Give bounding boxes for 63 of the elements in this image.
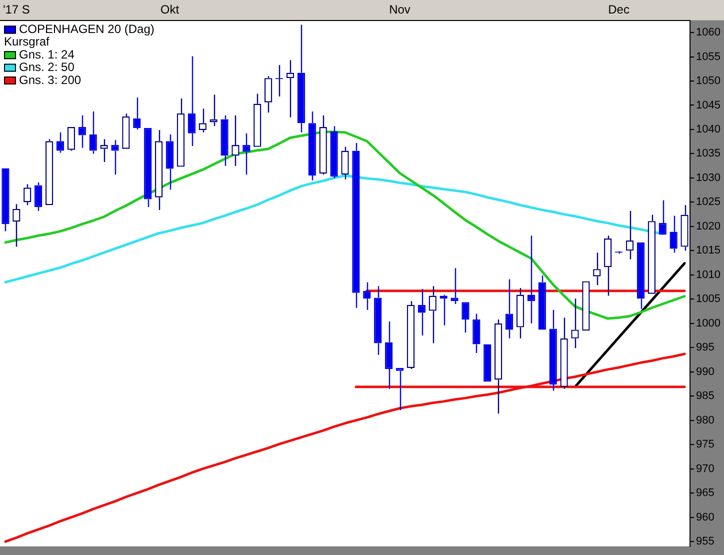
candlestick bbox=[428, 285, 436, 344]
candlestick bbox=[176, 98, 185, 167]
y-tick-label: 975 bbox=[696, 438, 714, 451]
candlestick bbox=[89, 110, 97, 154]
candlestick bbox=[396, 368, 404, 411]
candlestick bbox=[384, 320, 393, 390]
legend-label: COPENHAGEN 20 (Dag) bbox=[19, 22, 154, 36]
y-tick-label: 1005 bbox=[696, 293, 720, 306]
legend-label: Gns. 2: 50 bbox=[19, 60, 75, 74]
x-tick-label: Okt bbox=[160, 2, 180, 17]
y-tick-label: 1045 bbox=[696, 99, 720, 112]
y-tick-label: 970 bbox=[696, 462, 714, 475]
y-tick-label: 980 bbox=[696, 414, 714, 426]
candlestick bbox=[297, 24, 306, 133]
candlestick bbox=[308, 110, 316, 181]
candlestick bbox=[210, 94, 218, 127]
candlestick bbox=[604, 235, 612, 296]
y-tick-label: 1015 bbox=[696, 244, 720, 257]
candlestick bbox=[440, 294, 448, 326]
y-tick-label: 1040 bbox=[696, 124, 720, 136]
y-tick-label: 965 bbox=[696, 487, 714, 500]
candlestick bbox=[494, 318, 502, 414]
y-tick-label: 1050 bbox=[696, 75, 720, 88]
candlestick bbox=[352, 142, 360, 308]
candlestick bbox=[166, 134, 174, 190]
y-tick-label: 1020 bbox=[696, 220, 720, 232]
y-tick-label: 1010 bbox=[696, 268, 720, 281]
y-tick-label: 1025 bbox=[696, 196, 720, 208]
candlestick bbox=[450, 268, 458, 305]
y-tick-label: 1000 bbox=[696, 317, 720, 330]
candlestick bbox=[220, 114, 228, 166]
candlestick bbox=[462, 302, 470, 334]
x-tick-label: '17 S bbox=[2, 2, 30, 17]
y-tick-label: 1055 bbox=[696, 50, 720, 63]
legend-label: Gns. 1: 24 bbox=[19, 47, 75, 62]
y-tick-label: 1060 bbox=[696, 26, 720, 39]
candlestick bbox=[549, 309, 557, 392]
y-tick-label: 995 bbox=[696, 342, 714, 354]
candlestick bbox=[242, 132, 250, 176]
legend-label: Gns. 3: 200 bbox=[19, 72, 82, 87]
candlestick bbox=[188, 56, 196, 147]
candlestick bbox=[560, 316, 568, 390]
candlestick bbox=[264, 76, 272, 114]
candlestick bbox=[472, 313, 480, 354]
candlestick bbox=[111, 140, 119, 176]
y-tick-label: 960 bbox=[696, 511, 714, 524]
y-tick-label: 1030 bbox=[696, 172, 720, 184]
x-tick-label: Dec bbox=[608, 2, 630, 17]
x-tick-label: Nov bbox=[389, 2, 410, 17]
candlestick bbox=[100, 138, 108, 163]
y-tick-label: 985 bbox=[696, 390, 714, 402]
y-tick-label: 1035 bbox=[696, 148, 720, 160]
candlestick bbox=[154, 129, 163, 211]
y-tick-label: 955 bbox=[696, 536, 714, 548]
candlestick bbox=[374, 285, 382, 356]
candlestick bbox=[670, 215, 678, 254]
candlestick bbox=[516, 287, 524, 340]
candlestick bbox=[254, 93, 262, 147]
candlestick bbox=[527, 235, 536, 324]
y-tick-label: 990 bbox=[696, 366, 714, 378]
legend-title: Kursgraf bbox=[4, 34, 50, 49]
candlestick bbox=[319, 114, 327, 176]
candlestick bbox=[505, 278, 514, 340]
